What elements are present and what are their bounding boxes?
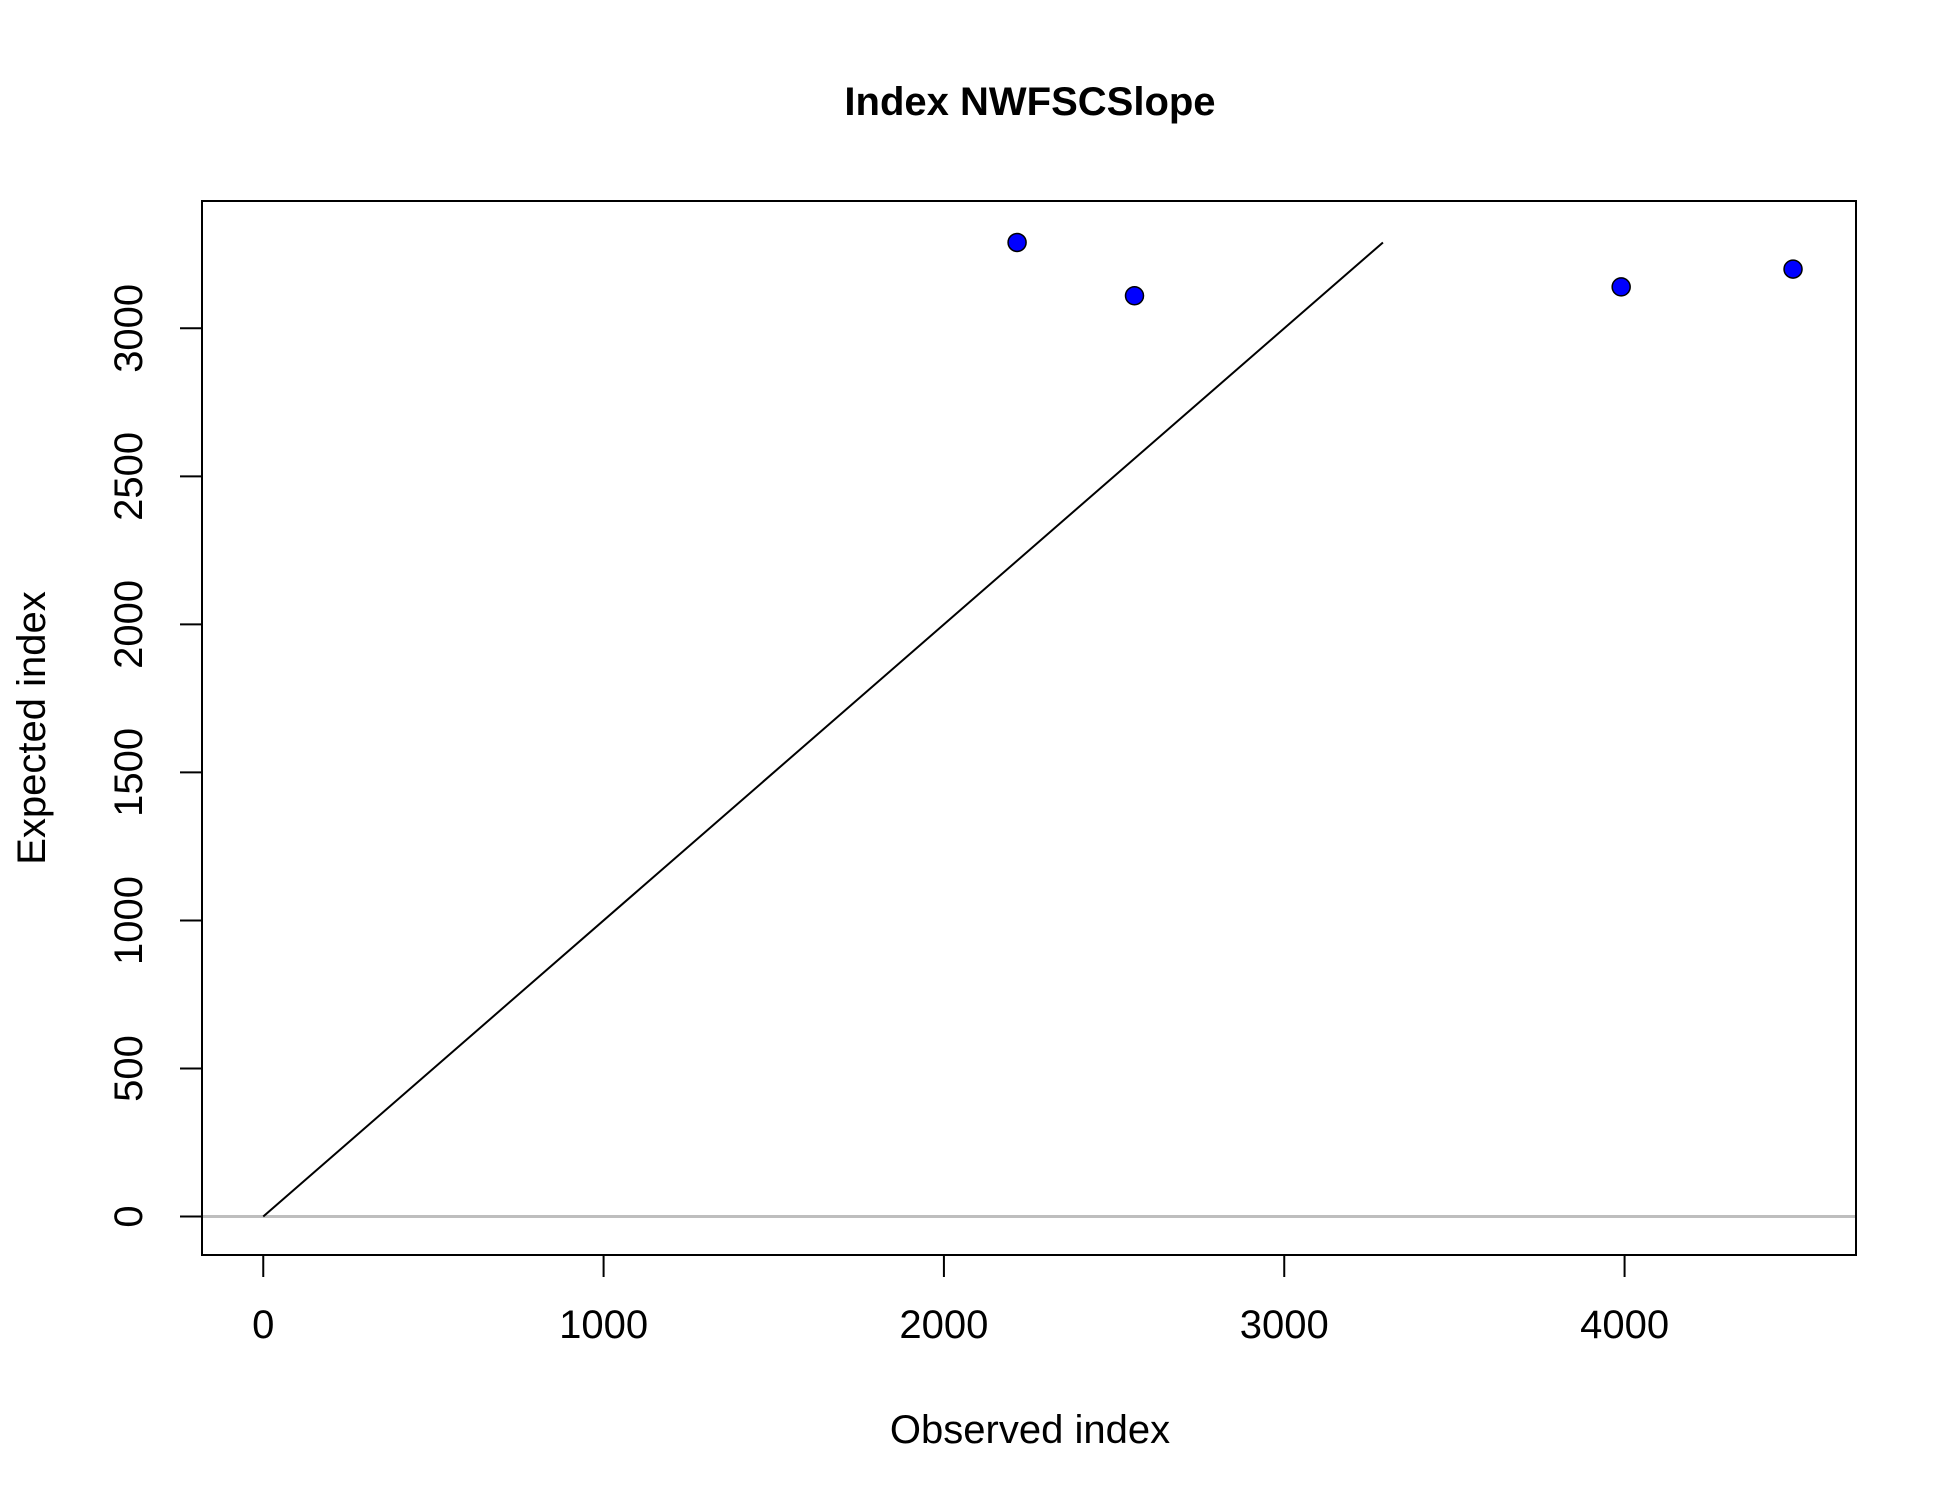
y-tick-label: 2500 — [107, 432, 151, 521]
y-axis: 0 500 1000 1500 2000 2500 3000 — [107, 284, 203, 1228]
x-tick-label: 4000 — [1580, 1303, 1669, 1347]
x-axis: 0 1000 2000 3000 4000 — [252, 1254, 1669, 1347]
y-tick-label: 2000 — [107, 580, 151, 669]
plot-frame — [201, 200, 1857, 1256]
plot-area — [201, 200, 1857, 1256]
data-point — [1783, 259, 1803, 279]
y-tick-label: 0 — [107, 1205, 151, 1227]
data-points — [1007, 232, 1803, 306]
chart-title: Index NWFSCSlope — [844, 80, 1215, 124]
y-tick-label: 500 — [107, 1035, 151, 1102]
data-point — [1124, 285, 1145, 306]
reference-line — [262, 241, 1384, 1218]
x-tick-label: 1000 — [559, 1303, 648, 1347]
data-point — [1611, 277, 1631, 297]
x-axis-label: Observed index — [890, 1408, 1170, 1452]
y-tick-label: 1500 — [107, 728, 151, 817]
y-tick-label: 3000 — [107, 284, 151, 373]
x-tick-label: 2000 — [899, 1303, 988, 1347]
y-axis-label: Expected index — [10, 591, 54, 865]
y-tick-label: 1000 — [107, 876, 151, 965]
x-tick-label: 3000 — [1240, 1303, 1329, 1347]
data-point — [1007, 232, 1027, 253]
x-tick-label: 0 — [252, 1303, 274, 1347]
